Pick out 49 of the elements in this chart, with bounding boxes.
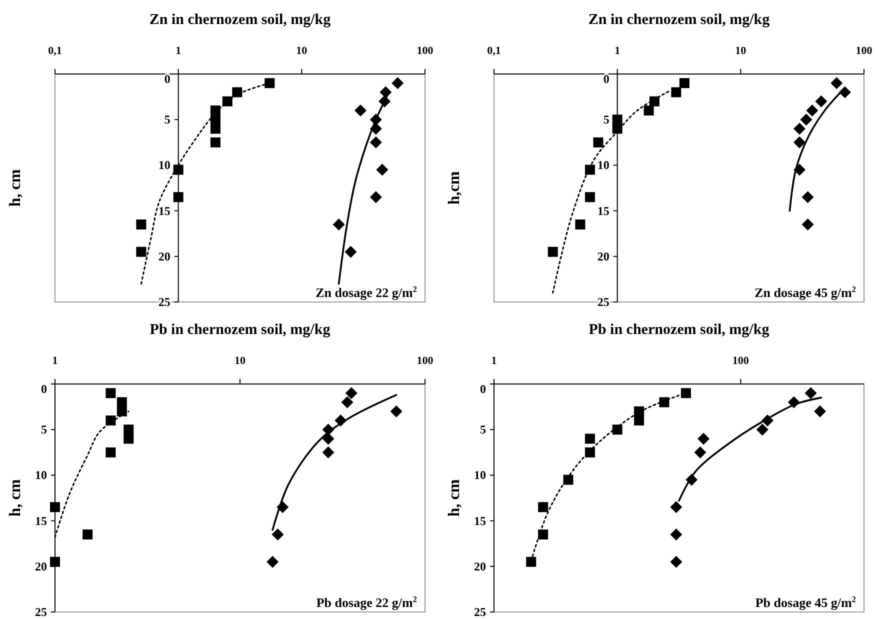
y-tick-label: 0	[41, 382, 47, 396]
x-tick-label: 1	[176, 45, 182, 57]
y-tick-label: 25	[158, 295, 170, 309]
annotation: Zn dosage 45 g/m$^{2}$	[754, 284, 856, 300]
y-tick-label: 0	[164, 72, 170, 86]
annotation: Zn dosage 22 g/m$^{2}$	[316, 284, 417, 300]
x-tick-label: 10	[296, 45, 308, 57]
x-tick-label: 10	[735, 45, 747, 57]
y-tick-label: 20	[597, 249, 610, 264]
x-axis-title: Pb in chernozem soil, mg/kg	[150, 322, 331, 338]
x-tick-label: 100	[416, 355, 434, 367]
y-tick-label: 25	[474, 605, 486, 619]
x-tick-label: 100	[416, 45, 434, 57]
y-tick-label: 0	[480, 382, 486, 396]
y-tick-label: 15	[597, 204, 610, 218]
x-tick-label: 100	[856, 45, 873, 57]
x-axis-title: Pb in chernozem soil, mg/kg	[588, 322, 770, 338]
y-tick-label: 5	[41, 422, 47, 437]
y-tick-label: 15	[474, 514, 486, 528]
y-tick-label: 20	[158, 249, 170, 264]
x-axis-title: Zn in chernozem soil, mg/kg	[588, 12, 770, 28]
x-tick-label: 0,1	[48, 45, 62, 57]
y-axis-title: h,cm	[446, 170, 463, 205]
x-tick-label: 100	[732, 355, 750, 367]
y-tick-label: 25	[597, 295, 610, 309]
x-tick-label: 0,1	[487, 45, 501, 57]
y-tick-label: 10	[35, 468, 47, 482]
x-axis-title: Zn in chernozem soil, mg/kg	[149, 12, 332, 28]
y-tick-label: 10	[597, 158, 610, 172]
y-tick-label: 5	[480, 422, 486, 437]
y-tick-label: 10	[158, 158, 170, 172]
y-tick-label: 20	[35, 559, 47, 574]
y-tick-label: 15	[158, 204, 170, 218]
annotation: Pb dosage 45 g/m$^{2}$	[755, 594, 856, 610]
y-tick-label: 15	[35, 514, 47, 528]
x-tick-label: 1	[614, 45, 620, 57]
y-tick-label: 5	[164, 112, 170, 127]
y-tick-label: 0	[603, 72, 610, 86]
y-tick-label: 5	[603, 112, 610, 127]
x-tick-label: 1	[491, 355, 497, 367]
y-axis-title: h, cm	[7, 168, 24, 207]
y-axis-title: h, cm	[7, 478, 24, 517]
y-tick-label: 10	[474, 468, 486, 482]
x-tick-label: 1	[52, 355, 58, 367]
annotation: Pb dosage 22 g/m$^{2}$	[316, 594, 417, 610]
y-axis-title: h, cm	[446, 478, 463, 517]
y-tick-label: 20	[474, 559, 486, 574]
x-tick-label: 10	[234, 355, 246, 367]
y-tick-label: 25	[35, 605, 47, 619]
